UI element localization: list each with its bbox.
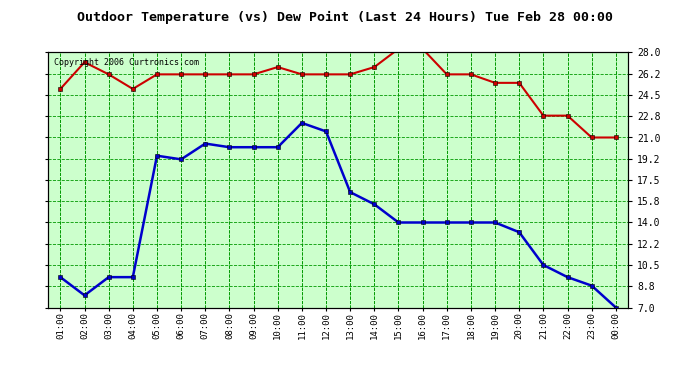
- Text: Copyright 2006 Curtronics.com: Copyright 2006 Curtronics.com: [54, 58, 199, 67]
- Text: Outdoor Temperature (vs) Dew Point (Last 24 Hours) Tue Feb 28 00:00: Outdoor Temperature (vs) Dew Point (Last…: [77, 11, 613, 24]
